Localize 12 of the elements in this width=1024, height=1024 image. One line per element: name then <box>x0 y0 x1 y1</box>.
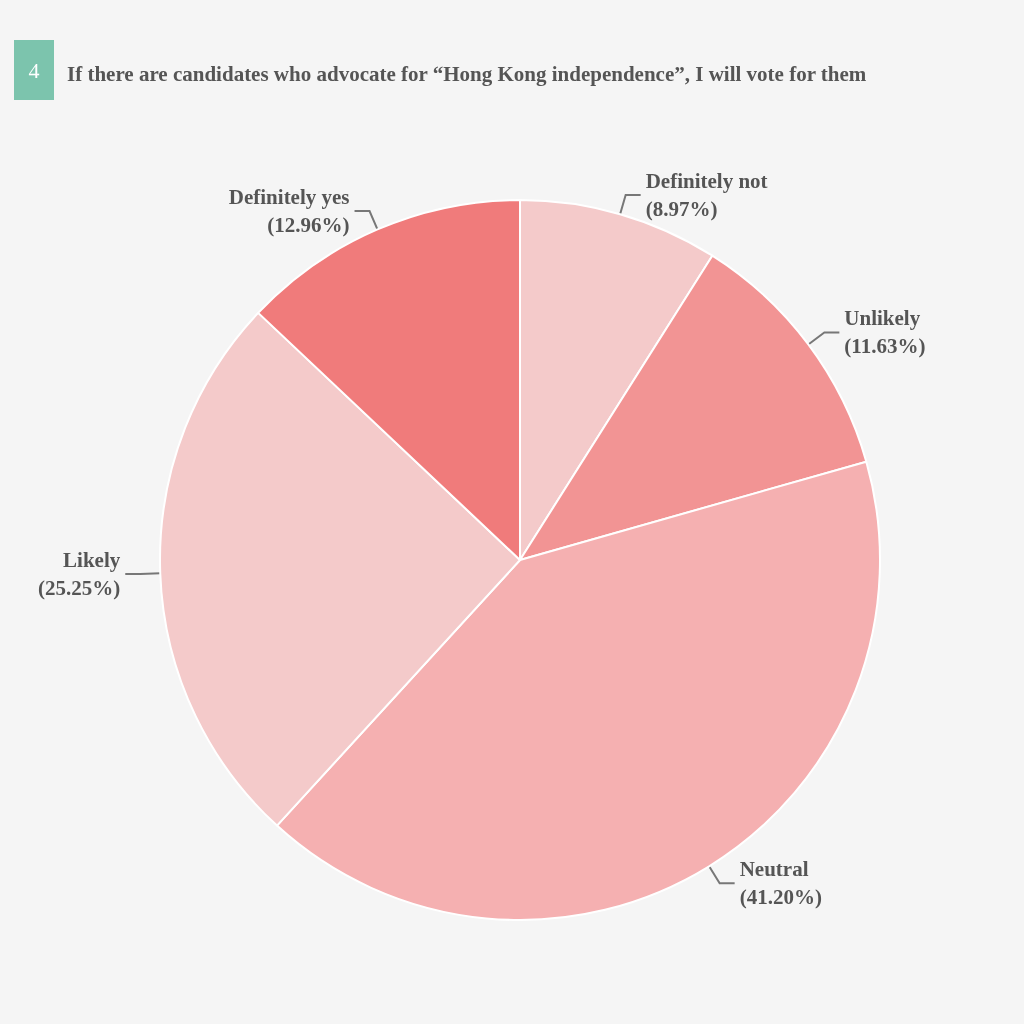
slice-label: Neutral <box>739 857 809 882</box>
data-label: (12.96%) <box>267 213 350 238</box>
data-label: (11.63%) <box>844 334 926 359</box>
slice-label: Unlikely <box>844 306 921 331</box>
slice-label: Definitely yes <box>228 185 350 210</box>
data-label: (8.97%) <box>645 196 718 221</box>
slice-label: Likely <box>63 547 121 572</box>
text: 4 <box>28 57 40 83</box>
chart-title: If there are candidates who advocate for “Hong Kong independence”, I will vote for them <box>67 61 867 86</box>
data-label: (25.25%) <box>38 575 121 600</box>
data-label: (41.20%) <box>739 885 822 910</box>
slice-label: Definitely not <box>645 168 768 193</box>
